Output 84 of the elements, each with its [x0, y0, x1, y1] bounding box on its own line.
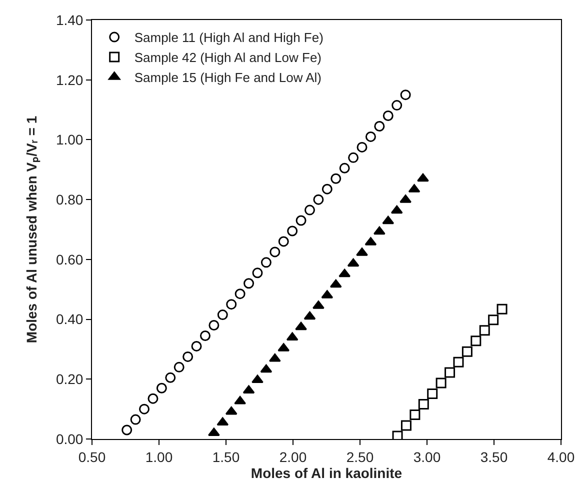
point	[417, 173, 429, 182]
point	[400, 420, 412, 431]
y-tick-label: 0.20	[56, 371, 84, 388]
point	[313, 194, 324, 205]
y-tick-label: 1.00	[56, 132, 84, 148]
point	[295, 322, 307, 330]
y-tick-label: 0.80	[56, 191, 84, 208]
x-tick-label: 4.00	[547, 448, 575, 465]
point	[156, 382, 167, 394]
y-tick-label: 0.40	[56, 311, 84, 328]
x-tick-label: 2.00	[279, 448, 307, 465]
point	[330, 279, 342, 288]
point	[304, 311, 316, 320]
point	[436, 378, 446, 388]
point	[270, 246, 280, 258]
point	[260, 257, 272, 268]
point	[217, 310, 228, 320]
point	[200, 330, 210, 341]
point	[122, 424, 132, 436]
point	[182, 351, 194, 362]
point	[338, 268, 351, 278]
y-tick-label: 1.40	[56, 12, 84, 28]
point	[496, 304, 508, 314]
point	[347, 258, 360, 267]
legend-label: Sample 42 (High Al and Low Fe)	[134, 50, 322, 66]
point	[260, 364, 272, 373]
point	[322, 184, 332, 194]
point	[148, 393, 158, 404]
point	[287, 226, 298, 236]
x-tick-label: 1.50	[212, 448, 240, 465]
x-tick-label: 3.00	[413, 448, 441, 465]
y-axis-title: Moles of Al unused when Vₚ/Vᵣ = 1	[24, 116, 41, 344]
point	[252, 374, 264, 384]
y-tick-label: 1.20	[56, 72, 84, 88]
point	[244, 278, 254, 289]
point	[427, 388, 438, 400]
point	[312, 300, 324, 309]
point	[286, 332, 298, 341]
x-axis-title: Moles of Al in kaolinite	[250, 464, 402, 481]
point	[453, 356, 464, 368]
point	[400, 90, 411, 100]
point	[410, 410, 420, 420]
point	[304, 204, 315, 216]
point	[365, 131, 376, 142]
point	[392, 430, 403, 439]
point	[278, 236, 289, 247]
point	[130, 414, 141, 425]
point	[191, 340, 202, 352]
point	[208, 320, 220, 331]
point	[488, 314, 499, 326]
point	[373, 226, 386, 235]
x-tick-label: 3.50	[480, 448, 508, 465]
point	[418, 399, 429, 410]
x-tick-label: 0.50	[78, 448, 106, 465]
y-tick-label: 0.60	[56, 251, 84, 268]
point	[392, 100, 402, 111]
point	[296, 215, 306, 226]
point	[479, 325, 490, 336]
legend-label: Sample 15 (High Fe and Low Al)	[134, 70, 322, 85]
point	[252, 268, 263, 278]
point	[234, 288, 246, 300]
point	[470, 336, 482, 346]
point	[356, 248, 368, 256]
point	[348, 152, 359, 163]
point	[226, 299, 237, 310]
point	[165, 372, 176, 383]
point	[390, 205, 403, 214]
point	[174, 362, 184, 372]
point	[382, 110, 394, 122]
point	[374, 121, 385, 132]
point	[356, 142, 368, 152]
point	[444, 367, 456, 378]
x-tick-label: 2.50	[346, 448, 374, 465]
point	[242, 385, 255, 394]
point	[462, 346, 472, 357]
point	[330, 173, 342, 184]
point	[208, 428, 220, 436]
legend-label: Sample 11 (High Al and High Fe)	[134, 30, 324, 46]
point	[216, 417, 229, 426]
y-tick-label: 0.00	[56, 430, 84, 447]
point	[339, 162, 350, 174]
x-tick-label: 1.00	[145, 448, 173, 465]
point	[382, 216, 394, 224]
point	[139, 404, 150, 414]
